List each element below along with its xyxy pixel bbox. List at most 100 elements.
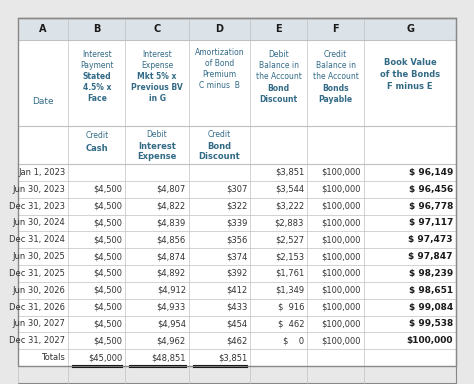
Text: Jun 30, 2024: Jun 30, 2024 (13, 218, 65, 227)
Text: $100,000: $100,000 (321, 336, 361, 345)
Text: $ 97,847: $ 97,847 (409, 252, 453, 261)
Text: $100,000: $100,000 (321, 218, 361, 227)
Text: $3,222: $3,222 (275, 202, 304, 210)
Text: Mkt 5% x
Previous BV
in G: Mkt 5% x Previous BV in G (131, 72, 183, 103)
Text: Interest
Expense: Interest Expense (141, 50, 173, 70)
Text: $ 98,239: $ 98,239 (409, 269, 453, 278)
Text: $1,761: $1,761 (275, 269, 304, 278)
Text: G: G (406, 24, 414, 34)
Text: $4,874: $4,874 (156, 252, 186, 261)
Bar (18, 18, 456, 40)
Text: $4,500: $4,500 (93, 269, 122, 278)
Text: $ 97,117: $ 97,117 (409, 218, 453, 227)
Text: $4,500: $4,500 (93, 202, 122, 210)
Text: Interest
Expense: Interest Expense (137, 142, 177, 161)
Text: $322: $322 (226, 202, 247, 210)
Text: Jun 30, 2027: Jun 30, 2027 (12, 319, 65, 328)
Text: D: D (216, 24, 223, 34)
Text: Dec 31, 2027: Dec 31, 2027 (9, 336, 65, 345)
Text: $4,856: $4,856 (156, 235, 186, 244)
Text: $  916: $ 916 (278, 303, 304, 311)
Text: Bond
Discount: Bond Discount (260, 84, 298, 104)
Text: A: A (39, 24, 47, 34)
Text: $4,500: $4,500 (93, 185, 122, 194)
Text: $100,000: $100,000 (321, 168, 361, 177)
Text: Bonds
Payable: Bonds Payable (319, 84, 353, 104)
Text: $4,500: $4,500 (93, 286, 122, 295)
Text: Dec 31, 2026: Dec 31, 2026 (9, 303, 65, 311)
Text: $4,807: $4,807 (156, 185, 186, 194)
Text: $433: $433 (226, 303, 247, 311)
Text: $4,500: $4,500 (93, 218, 122, 227)
Text: $4,892: $4,892 (157, 269, 186, 278)
Text: Jan 1, 2023: Jan 1, 2023 (18, 168, 65, 177)
Text: $4,933: $4,933 (156, 303, 186, 311)
Text: Credit: Credit (208, 130, 231, 139)
Text: F: F (332, 24, 339, 34)
Text: $339: $339 (226, 218, 247, 227)
Text: Jun 30, 2025: Jun 30, 2025 (13, 252, 65, 261)
Text: $4,954: $4,954 (157, 319, 186, 328)
Text: $ 98,651: $ 98,651 (409, 286, 453, 295)
Text: Dec 31, 2024: Dec 31, 2024 (9, 235, 65, 244)
Text: Credit
Balance in
the Account: Credit Balance in the Account (313, 50, 358, 81)
Text: $100,000: $100,000 (321, 269, 361, 278)
Text: Amortization
of Bond
Premium
C minus  B: Amortization of Bond Premium C minus B (195, 48, 244, 90)
Text: Jun 30, 2023: Jun 30, 2023 (12, 185, 65, 194)
Text: Dec 31, 2025: Dec 31, 2025 (9, 269, 65, 278)
Text: $454: $454 (226, 319, 247, 328)
Text: Stated
4.5% x
Face: Stated 4.5% x Face (82, 72, 111, 103)
Text: $100,000: $100,000 (321, 202, 361, 210)
Text: $392: $392 (226, 269, 247, 278)
Text: $2,527: $2,527 (275, 235, 304, 244)
Text: Book Value
of the Bonds
F minus E: Book Value of the Bonds F minus E (380, 58, 440, 91)
Text: Credit: Credit (85, 131, 109, 140)
Text: $ 96,778: $ 96,778 (409, 202, 453, 210)
Text: $4,500: $4,500 (93, 319, 122, 328)
Text: Cash: Cash (85, 144, 108, 153)
Text: $2,883: $2,883 (275, 218, 304, 227)
Text: $100,000: $100,000 (407, 336, 453, 345)
Text: $ 96,149: $ 96,149 (409, 168, 453, 177)
Text: Date: Date (32, 98, 54, 106)
Text: $100,000: $100,000 (321, 252, 361, 261)
Text: $4,962: $4,962 (157, 336, 186, 345)
Text: $100,000: $100,000 (321, 303, 361, 311)
Text: $462: $462 (226, 336, 247, 345)
Text: $ 96,456: $ 96,456 (409, 185, 453, 194)
Text: $356: $356 (226, 235, 247, 244)
Text: $4,912: $4,912 (157, 286, 186, 295)
Text: Debit: Debit (146, 130, 167, 139)
Text: $100,000: $100,000 (321, 235, 361, 244)
Text: $ 99,084: $ 99,084 (409, 303, 453, 311)
Text: $4,500: $4,500 (93, 336, 122, 345)
Text: Jun 30, 2026: Jun 30, 2026 (12, 286, 65, 295)
Text: $374: $374 (226, 252, 247, 261)
Text: $3,851: $3,851 (275, 168, 304, 177)
Text: $4,500: $4,500 (93, 235, 122, 244)
Text: $307: $307 (226, 185, 247, 194)
Text: $2,153: $2,153 (275, 252, 304, 261)
Text: $412: $412 (226, 286, 247, 295)
Text: $100,000: $100,000 (321, 319, 361, 328)
Text: $4,500: $4,500 (93, 303, 122, 311)
Text: $    0: $ 0 (283, 336, 304, 345)
Text: C: C (154, 24, 161, 34)
Text: $3,851: $3,851 (218, 353, 247, 362)
Text: Dec 31, 2023: Dec 31, 2023 (9, 202, 65, 210)
Text: B: B (93, 24, 100, 34)
Text: $3,544: $3,544 (275, 185, 304, 194)
Text: $1,349: $1,349 (275, 286, 304, 295)
Text: Bond
Discount: Bond Discount (199, 142, 240, 161)
Text: Totals: Totals (42, 353, 65, 362)
Text: $4,839: $4,839 (156, 218, 186, 227)
Text: Debit
Balance in
the Account: Debit Balance in the Account (255, 50, 301, 81)
Text: $4,500: $4,500 (93, 252, 122, 261)
Text: $ 99,538: $ 99,538 (409, 319, 453, 328)
Text: $100,000: $100,000 (321, 286, 361, 295)
Text: $  462: $ 462 (278, 319, 304, 328)
Text: E: E (275, 24, 282, 34)
Text: $48,851: $48,851 (151, 353, 186, 362)
Text: $100,000: $100,000 (321, 185, 361, 194)
Text: $4,822: $4,822 (157, 202, 186, 210)
